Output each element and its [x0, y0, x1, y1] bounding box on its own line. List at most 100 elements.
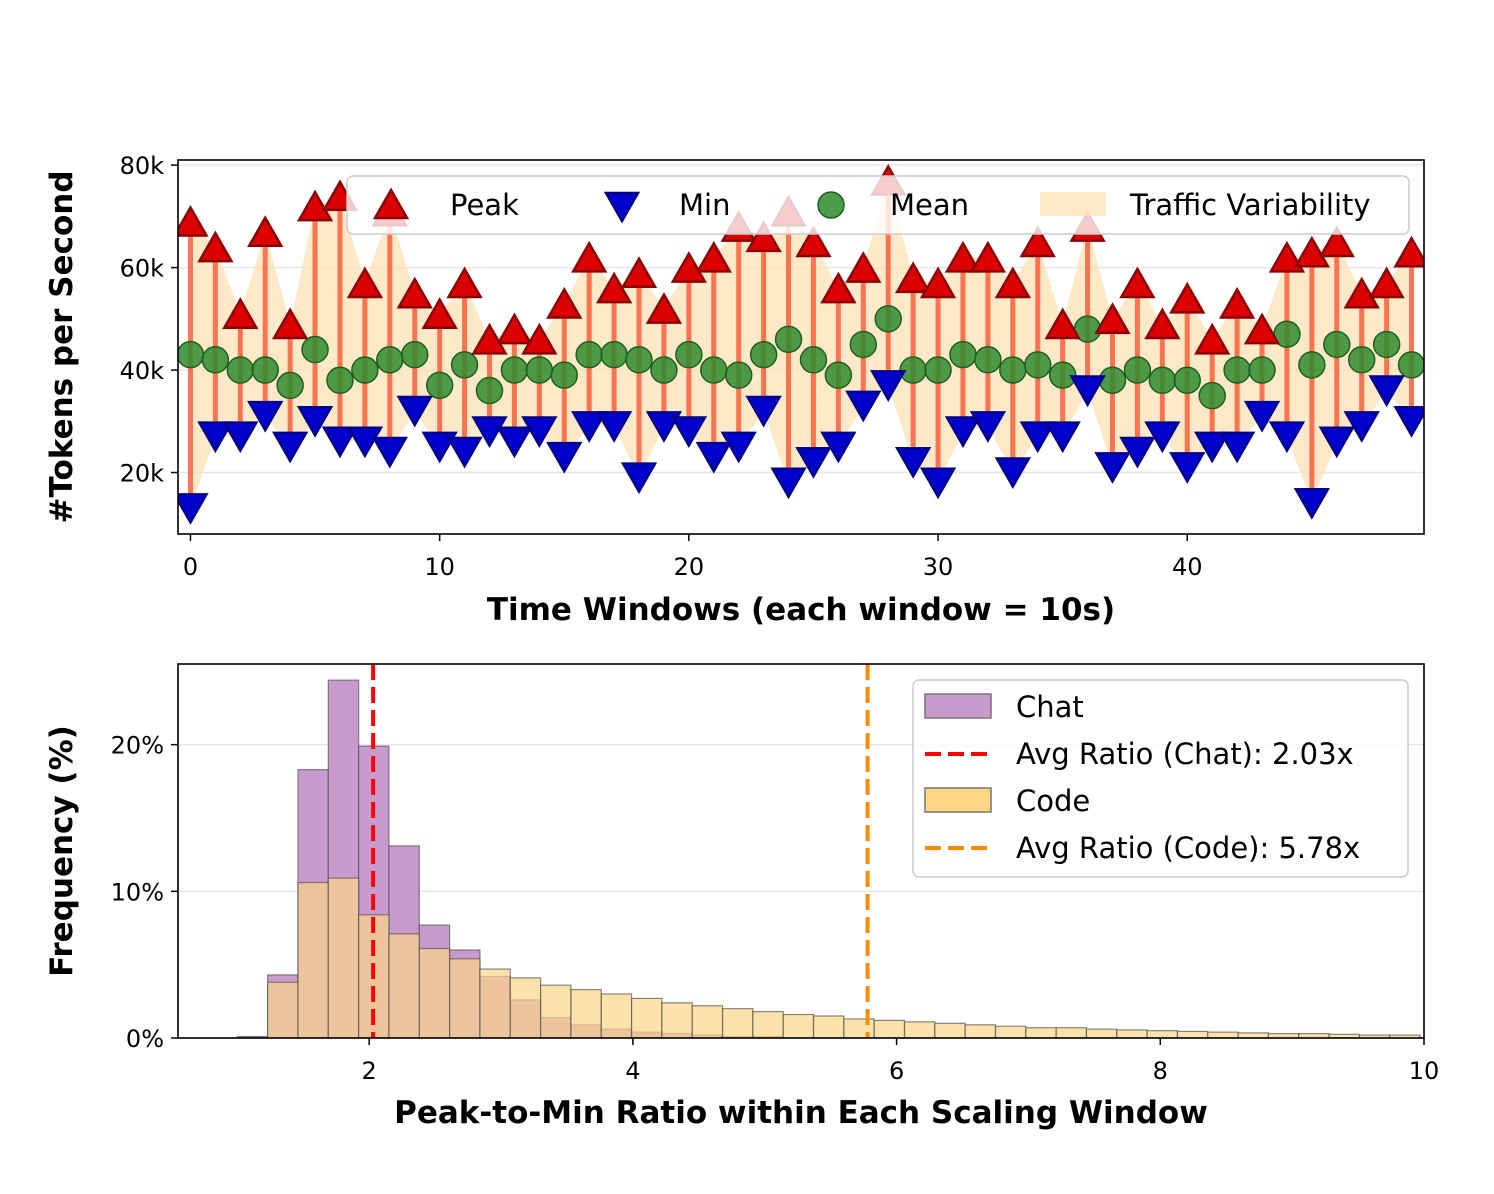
min-marker [571, 411, 608, 443]
peak-marker [1218, 286, 1256, 319]
mean-marker [276, 371, 304, 400]
peak-marker [1044, 307, 1081, 340]
top-x-ticks: 0 10 20 30 40 [183, 534, 1203, 581]
legend-code-label: Code [1016, 784, 1090, 818]
top-x-tick-label: 30 [923, 553, 954, 581]
top-y-tick-label: 40k [120, 357, 165, 385]
peak-marker [446, 266, 483, 299]
peak-marker [1268, 240, 1306, 273]
peak-marker [1094, 302, 1131, 335]
bottom-x-tick-label: 10 [1409, 1057, 1440, 1085]
peak-marker [1393, 235, 1424, 268]
code-bar [1085, 1028, 1118, 1038]
mean-marker [1123, 356, 1152, 384]
code-bar [1176, 1030, 1209, 1038]
code-bar [449, 958, 481, 1038]
code-bar [297, 881, 329, 1038]
peak-marker [247, 215, 284, 247]
peak-marker [894, 261, 932, 294]
peak-marker [795, 225, 832, 258]
min-marker [845, 390, 882, 423]
code-bar [1146, 1030, 1179, 1038]
legend-mean-label: Mean [890, 188, 969, 222]
code-bar [418, 947, 451, 1038]
peak-marker [670, 251, 708, 283]
mean-marker [376, 346, 404, 374]
mean-marker [949, 340, 977, 369]
mean-marker [226, 356, 255, 384]
code-bar [539, 984, 572, 1038]
mean-marker [1372, 330, 1401, 359]
code-bar [721, 1008, 754, 1038]
mean-marker [799, 346, 828, 374]
top-x-tick-label: 40 [1172, 553, 1203, 581]
mean-marker [1148, 366, 1177, 395]
mean-marker [1048, 361, 1077, 389]
min-marker [1169, 452, 1206, 484]
mean-marker [1023, 351, 1052, 379]
min-marker [595, 411, 633, 443]
min-marker [1393, 406, 1424, 438]
peak-marker [969, 240, 1007, 273]
mean-markers [178, 305, 1424, 410]
bottom-plot-area [236, 664, 1421, 1038]
bottom-axes-frame [177, 663, 1425, 1039]
min-marker [620, 462, 658, 495]
code-bar [752, 1010, 784, 1038]
mean-marker [650, 356, 678, 384]
min-marker [1368, 375, 1405, 408]
min-marker [1069, 375, 1106, 408]
bottom-y-axis-label: Frequency (%) [44, 725, 80, 977]
peak-legend-icon [372, 187, 410, 220]
legend-min-label: Min [679, 188, 730, 222]
code-bar [630, 997, 663, 1038]
legend-avg-ratio-chat-label: Avg Ratio (Chat): 2.03x [1016, 737, 1354, 771]
min-marker [546, 441, 583, 474]
bottom-x-tick-label: 8 [1153, 1057, 1168, 1085]
mean-marker [201, 346, 230, 374]
peak-marker [1343, 276, 1380, 309]
top-y-axis-label: #Tokens per Second [44, 170, 80, 523]
peak-marker [222, 297, 259, 329]
bottom-y-tick-label: 10% [111, 878, 164, 906]
min-marker [197, 421, 234, 454]
peak-marker [1293, 235, 1331, 268]
peak-marker [571, 240, 608, 273]
code-bar [812, 1015, 845, 1038]
mean-marker [1223, 356, 1251, 384]
peak-marker [1368, 266, 1405, 299]
min-marker [1218, 431, 1256, 464]
code-bar [1116, 1029, 1148, 1038]
code-bar [327, 877, 360, 1038]
bottom-y-tick-label: 20% [111, 732, 164, 760]
mean-marker [700, 356, 728, 384]
peak-marker [197, 230, 234, 263]
legend-chat-label: Chat [1016, 690, 1084, 724]
peak-marker [1194, 322, 1231, 355]
min-marker [870, 370, 907, 402]
mean-marker [575, 340, 603, 369]
min-marker [1094, 452, 1131, 484]
mean-marker [1248, 356, 1276, 384]
peak-marker [745, 220, 782, 253]
top-chart: 0 10 20 30 40 20k 40k 60k 80k Time Windows (eac… [44, 152, 1425, 628]
peak-marker [595, 271, 633, 304]
top-legend-box [346, 175, 1410, 235]
min-marker [521, 416, 558, 449]
code-bar [782, 1013, 815, 1038]
mean-marker [675, 340, 703, 369]
peak-marker [1243, 312, 1281, 345]
top-x-axis-label: Time Windows (each window = 10s) [487, 592, 1115, 628]
peak-marker [845, 251, 882, 283]
min-marker [421, 431, 458, 464]
peak-marker [1318, 225, 1355, 258]
mean-marker [749, 340, 778, 369]
top-x-tick-label: 10 [424, 553, 455, 581]
peak-marker [919, 266, 957, 299]
code-bar [1207, 1031, 1239, 1038]
top-y-tick-label: 80k [120, 152, 165, 180]
min-marker [471, 416, 508, 449]
legend-peak-label: Peak [450, 188, 519, 222]
peak-marker [546, 286, 583, 319]
